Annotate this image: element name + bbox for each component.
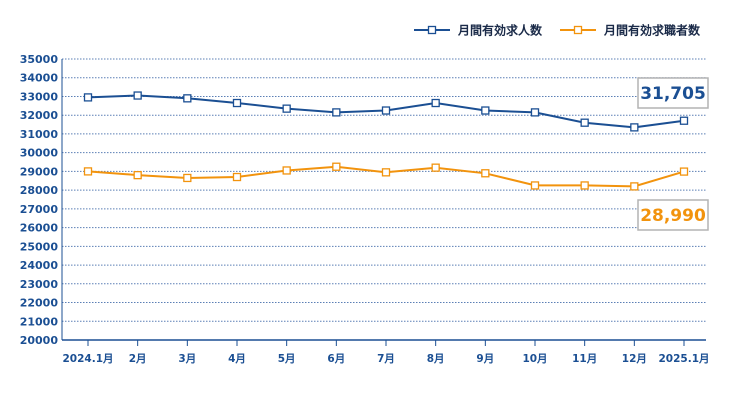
data-point	[332, 108, 341, 117]
x-tick-label: 4月	[228, 353, 246, 365]
legend-label-1: 月間有効求職者数	[603, 23, 701, 38]
data-point	[530, 181, 540, 190]
data-point	[530, 108, 540, 117]
data-point	[580, 118, 589, 127]
x-tick-label: 10月	[522, 353, 547, 365]
gridlines	[62, 58, 706, 322]
y-tick-label: 35000	[20, 53, 59, 66]
y-tick-label: 20000	[20, 334, 59, 347]
x-tick-label: 5月	[278, 353, 296, 365]
x-tick-label: 12月	[622, 353, 647, 365]
data-point	[282, 166, 291, 175]
data-point	[133, 170, 142, 180]
x-tick-label: 3月	[178, 353, 196, 365]
data-point	[183, 173, 192, 183]
legend-marker-1	[573, 25, 583, 35]
x-tick-label: 7月	[377, 353, 395, 365]
data-point	[431, 98, 440, 108]
data-point	[630, 123, 639, 132]
y-tick-label: 28000	[20, 184, 59, 197]
value-callout-box	[637, 199, 709, 231]
y-tick-label: 22000	[20, 297, 59, 310]
data-point	[381, 168, 391, 177]
y-tick-label: 31000	[20, 128, 59, 141]
y-tick-label: 32000	[20, 109, 59, 122]
series-group	[83, 91, 689, 191]
data-point	[481, 169, 490, 178]
x-tick-label: 2月	[129, 353, 147, 365]
data-point	[332, 162, 341, 171]
data-point	[630, 182, 639, 191]
legend: 月間有効求人数 月間有効求職者数	[414, 23, 701, 38]
legend-marker-0	[427, 25, 437, 35]
data-point	[679, 116, 689, 125]
x-tick-label: 11月	[572, 353, 597, 365]
data-point	[381, 106, 391, 115]
data-point	[282, 104, 291, 113]
y-tick-label: 25000	[20, 240, 59, 253]
y-tick-label: 26000	[20, 222, 59, 235]
value-callout-text: 31,705	[640, 84, 706, 104]
data-point	[83, 93, 93, 102]
y-tick-label: 24000	[20, 259, 59, 272]
y-tick-label: 23000	[20, 278, 59, 291]
data-point	[481, 106, 490, 115]
x-tick-label: 2024.1月	[62, 353, 113, 365]
value-callout-box	[637, 77, 709, 109]
data-point	[679, 167, 689, 176]
data-point	[183, 94, 192, 103]
x-tick-label: 8月	[427, 353, 445, 365]
data-point	[580, 181, 589, 190]
legend-label-0: 月間有効求人数	[457, 23, 543, 38]
y-axis-ticks: 20000 21000 22000 23000 24000 25000 26000 27000…	[20, 53, 59, 347]
y-tick-label: 21000	[20, 315, 59, 328]
y-tick-label: 34000	[20, 72, 59, 85]
value-callout-text: 28,990	[640, 206, 706, 226]
x-tick-label: 9月	[476, 353, 494, 365]
y-tick-label: 33000	[20, 90, 59, 103]
data-point	[133, 91, 142, 100]
data-point	[431, 163, 440, 172]
y-tick-label: 29000	[20, 165, 59, 178]
axes	[61, 59, 706, 346]
data-point	[232, 98, 242, 108]
data-point	[232, 172, 242, 182]
x-axis-ticks: 2024.1月 2月 3月 4月 5月 6月 7月 8月 9月 10月 11月 12月 2025.1月	[62, 353, 709, 365]
callouts: 31,705 28,990	[637, 77, 709, 231]
y-tick-label: 27000	[20, 203, 59, 216]
y-tick-label: 30000	[20, 147, 59, 160]
x-tick-label: 2025.1月	[658, 353, 709, 365]
data-point	[83, 167, 93, 176]
x-tick-label: 6月	[327, 353, 345, 365]
